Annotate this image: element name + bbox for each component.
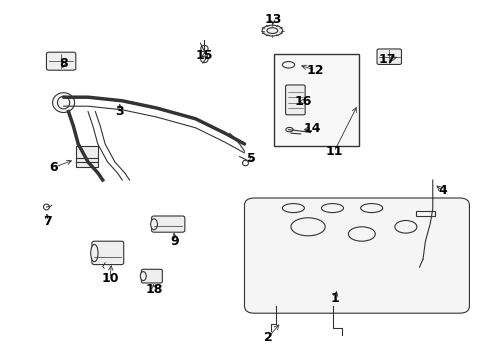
Text: 4: 4 xyxy=(437,184,446,197)
Text: 8: 8 xyxy=(59,57,68,69)
Ellipse shape xyxy=(91,244,98,262)
Ellipse shape xyxy=(282,204,304,212)
Text: 16: 16 xyxy=(294,95,311,108)
Text: 12: 12 xyxy=(306,64,324,77)
Text: 7: 7 xyxy=(43,215,52,228)
Bar xyxy=(76,146,98,167)
Bar xyxy=(415,211,434,216)
Ellipse shape xyxy=(150,219,157,230)
Ellipse shape xyxy=(53,93,74,113)
FancyBboxPatch shape xyxy=(273,54,359,146)
Text: 2: 2 xyxy=(263,331,272,344)
Text: 15: 15 xyxy=(195,49,213,62)
Text: 3: 3 xyxy=(115,105,124,118)
Text: 17: 17 xyxy=(378,53,396,66)
Ellipse shape xyxy=(360,204,382,212)
Ellipse shape xyxy=(321,204,343,212)
FancyBboxPatch shape xyxy=(285,85,305,115)
Ellipse shape xyxy=(262,25,282,36)
Text: 18: 18 xyxy=(145,283,163,296)
Text: 9: 9 xyxy=(170,235,179,248)
Text: 5: 5 xyxy=(247,152,256,165)
Text: 6: 6 xyxy=(49,161,58,174)
FancyBboxPatch shape xyxy=(151,216,184,232)
FancyBboxPatch shape xyxy=(92,241,123,265)
Text: 14: 14 xyxy=(303,122,320,135)
Text: 13: 13 xyxy=(264,13,281,26)
FancyBboxPatch shape xyxy=(141,269,162,283)
FancyBboxPatch shape xyxy=(376,49,401,64)
FancyBboxPatch shape xyxy=(46,52,76,70)
Text: 11: 11 xyxy=(325,145,342,158)
Ellipse shape xyxy=(140,271,146,281)
FancyBboxPatch shape xyxy=(244,198,468,313)
Text: 10: 10 xyxy=(101,273,119,285)
Text: 1: 1 xyxy=(330,292,339,305)
